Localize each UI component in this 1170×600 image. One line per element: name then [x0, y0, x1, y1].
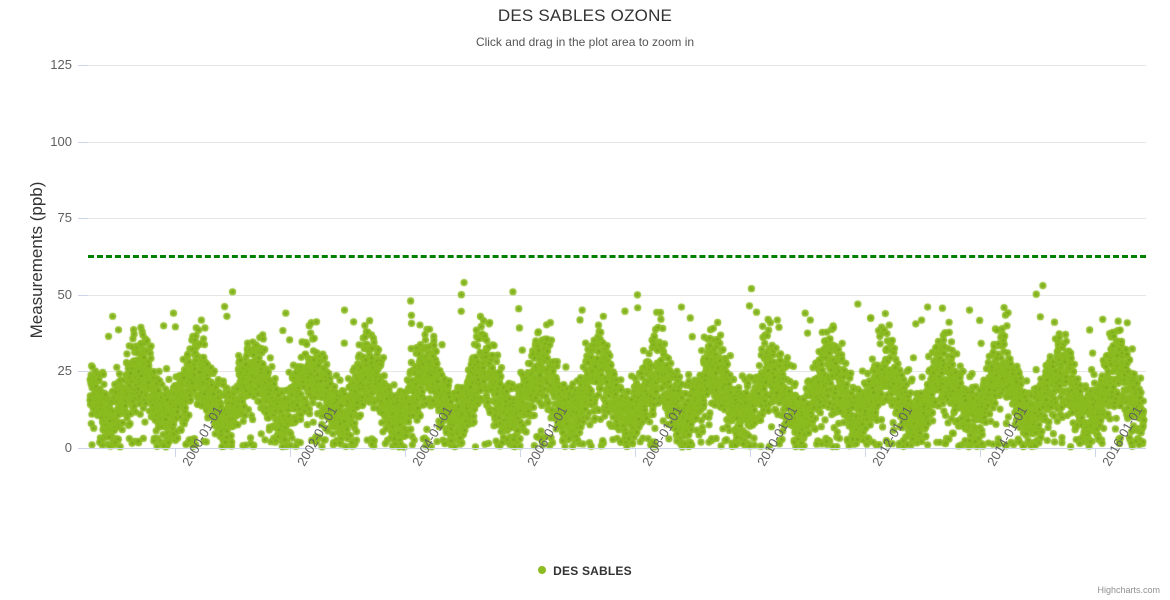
legend-item-des-sables[interactable]: DES SABLES: [538, 563, 632, 578]
x-axis-line: [88, 448, 1146, 449]
chart-legend: DES SABLES: [0, 563, 1170, 578]
x-tick-mark: [290, 449, 291, 457]
x-tick-mark: [865, 449, 866, 457]
threshold-line: [88, 254, 1146, 258]
x-tick-mark: [520, 449, 521, 457]
x-tick-mark: [980, 449, 981, 457]
x-tick-mark: [1095, 449, 1096, 457]
x-tick-mark: [175, 449, 176, 457]
x-tick-mark: [635, 449, 636, 457]
x-tick-mark: [405, 449, 406, 457]
highcharts-credits[interactable]: Highcharts.com: [1097, 585, 1160, 595]
legend-item-label: DES SABLES: [553, 563, 632, 578]
legend-marker-icon: [538, 565, 547, 574]
x-tick-mark: [750, 449, 751, 457]
